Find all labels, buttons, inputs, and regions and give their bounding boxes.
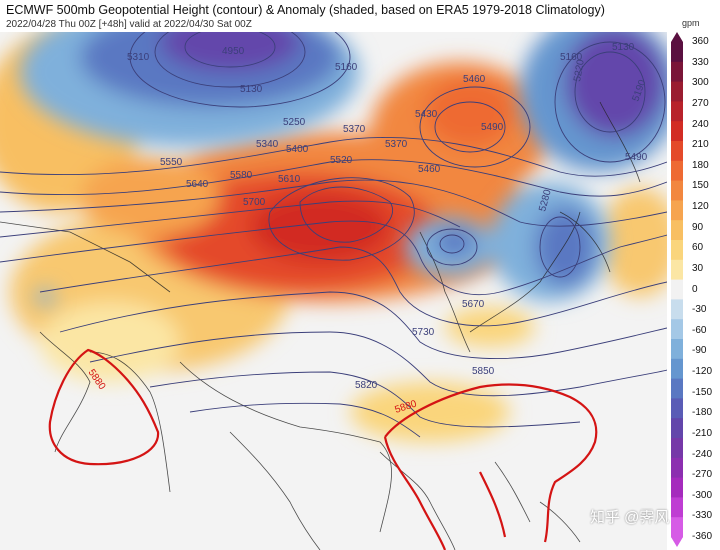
map-panel: 4950 5130 5160 5250 5310 5340 5370 5400 … [0, 32, 667, 550]
contour-label: 5430 [415, 109, 438, 120]
contour-label: 5730 [412, 327, 435, 338]
colorbar-swatch [671, 141, 683, 162]
colorbar-swatch [671, 81, 683, 102]
colorbar-swatch [671, 457, 683, 479]
coastlines [0, 101, 641, 550]
chart-title: ECMWF 500mb Geopotential Height (contour… [6, 3, 605, 17]
contour-label: 5340 [256, 139, 279, 150]
colorbar-swatch [671, 200, 683, 221]
colorbar-swatch [671, 220, 683, 241]
colorbar-swatch [671, 378, 683, 399]
contour-label: 5400 [286, 144, 309, 155]
contour-label: 5700 [243, 197, 266, 208]
colorbar-swatch [671, 299, 683, 320]
contour-label: 5850 [472, 366, 495, 377]
colorbar-tick-label: 0 [692, 283, 698, 295]
colorbar-swatch [671, 398, 683, 419]
contour-label: 5820 [355, 380, 378, 391]
contour-label: 5490 [481, 122, 504, 133]
colorbar-swatch [671, 121, 683, 142]
colorbar-swatch [671, 418, 683, 439]
contour-label: 5130 [612, 42, 635, 53]
colorbar-tick-label: 210 [692, 139, 709, 151]
colorbar-swatches [671, 32, 683, 547]
contour-label: 5370 [385, 139, 408, 150]
colorbar-tick-label: -60 [692, 324, 707, 336]
colorbar-tick-label: 270 [692, 97, 709, 109]
colorbar-tick-label: -210 [692, 427, 713, 439]
contour-labels: 4950 5130 5160 5250 5310 5340 5370 5400 … [86, 42, 649, 416]
colorbar-swatch [671, 497, 683, 518]
colorbar-tick-label: -120 [692, 366, 713, 377]
colorbar-tick-label: 360 [692, 36, 709, 47]
contour-label: 5550 [160, 157, 183, 168]
colorbar-tick-label: 300 [692, 77, 709, 89]
colorbar-tick-label: -90 [692, 345, 707, 357]
height-contours [0, 32, 667, 438]
contour-label: 5640 [186, 179, 209, 190]
contour-label: 5460 [418, 164, 441, 175]
colorbar-tick-label: -300 [692, 489, 713, 501]
colorbar-swatch [671, 101, 683, 122]
contour-label: 5160 [335, 62, 358, 73]
colorbar-swatch [671, 358, 683, 380]
contour-label: 5460 [463, 74, 486, 85]
colorbar-swatch [671, 240, 683, 261]
contour-label: 5370 [343, 124, 366, 135]
colorbar-tick-label: -30 [692, 304, 707, 316]
colorbar-tick-label: 180 [692, 159, 709, 171]
colorbar-tick-label: -240 [692, 448, 713, 460]
contour-label: 5520 [330, 155, 353, 166]
colorbar-tick-label: 150 [692, 180, 709, 192]
colorbar-swatch [671, 517, 683, 538]
contour-label: 5310 [127, 52, 150, 63]
negative-anomaly-shading [20, 32, 667, 305]
colorbar-tick-label: -150 [692, 386, 713, 398]
anomaly-map: 4950 5130 5160 5250 5310 5340 5370 5400 … [0, 32, 667, 550]
colorbar-tick-label: -180 [692, 407, 713, 419]
watermark: 知乎 @霁风 [590, 509, 670, 526]
contour-label: 5490 [625, 152, 648, 163]
contour-label: 5580 [230, 170, 253, 181]
colorbar-unit: gpm [682, 18, 700, 28]
colorbar-swatch [671, 319, 683, 340]
colorbar-tick-label: 240 [692, 118, 709, 130]
colorbar-bottom-arrow [671, 537, 683, 547]
colorbar-swatch [671, 339, 683, 360]
colorbar-swatch [671, 42, 683, 63]
contour-label: 4950 [222, 46, 245, 57]
colorbar-swatch [671, 61, 683, 83]
colorbar-tick-label: 60 [692, 242, 704, 254]
colorbar-tick-label: 120 [692, 201, 709, 212]
colorbar-tick-label: 30 [692, 262, 704, 274]
contour-label: 5670 [462, 299, 485, 310]
colorbar-tick-label: 90 [692, 221, 704, 233]
colorbar-swatch [671, 180, 683, 201]
contour-label: 5610 [278, 174, 301, 185]
colorbar-swatch [671, 259, 683, 281]
colorbar-tick-label: -270 [692, 469, 713, 481]
colorbar-top-arrow [671, 32, 683, 42]
colorbar-tick-label: -360 [692, 531, 713, 542]
colorbar-swatch [671, 438, 683, 459]
contour-label: 5160 [560, 52, 583, 63]
colorbar-tick-label: -330 [692, 510, 713, 522]
ridge-5880-lines [48, 348, 598, 550]
colorbar [671, 32, 683, 547]
colorbar-swatch [671, 279, 683, 300]
contour-label: 5220 [572, 58, 587, 82]
colorbar-swatch [671, 477, 683, 498]
chart-subtitle: 2022/04/28 Thu 00Z [+48h] valid at 2022/… [6, 19, 252, 30]
colorbar-tick-label: 330 [692, 56, 709, 68]
contour-label: 5130 [240, 84, 263, 95]
contour-label: 5250 [283, 117, 306, 128]
colorbar-swatch [671, 160, 683, 182]
